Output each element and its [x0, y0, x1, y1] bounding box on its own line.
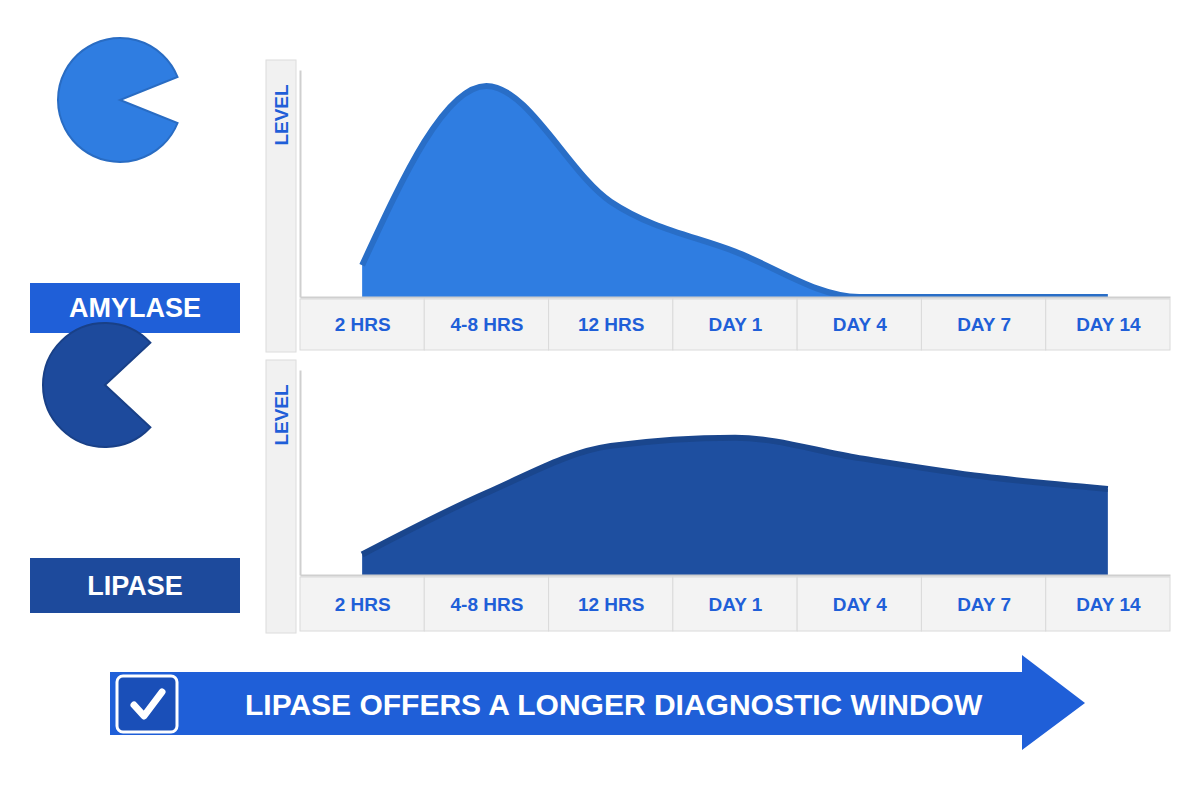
y-axis — [300, 371, 301, 576]
x-tick-label: 2 HRS — [335, 594, 391, 615]
x-axis: 2 HRS 4-8 HRS 12 HRS DAY 1 DAY 4 DAY 7 DAY 14 — [301, 576, 1171, 615]
x-tick: 12 HRS — [578, 314, 645, 335]
axis-plate — [266, 60, 296, 352]
category-box — [549, 577, 673, 631]
category-box — [797, 577, 921, 631]
plot-area — [362, 438, 1108, 575]
x-tick-label: DAY 14 — [1076, 594, 1141, 615]
x-tick: 4-8 HRS — [450, 594, 523, 615]
check-mark — [134, 692, 162, 716]
x-tick-label: DAY 1 — [709, 314, 763, 335]
category-box — [921, 577, 1045, 631]
category-box — [1046, 577, 1170, 631]
category-box — [300, 577, 424, 631]
x-tick: 2 HRS — [335, 594, 391, 615]
category-box — [300, 299, 424, 350]
x-tick: 4-8 HRS — [450, 314, 523, 335]
banner: LIPASE OFFERS A LONGER DIAGNOSTIC WINDOW — [110, 655, 1085, 750]
y-axis-line — [300, 371, 302, 576]
x-tick: DAY 7 — [957, 314, 1011, 335]
chart: LEVEL LIPASE 2 HRS 4-8 HRS 12 HRS DAY 1 DAY 4 D… — [30, 323, 1171, 633]
icon — [58, 38, 178, 162]
y-axis-line — [300, 71, 302, 298]
x-tick-label: DAY 1 — [709, 594, 763, 615]
category-box — [549, 299, 673, 350]
x-tick-label: 12 HRS — [578, 314, 645, 335]
plot-area — [362, 86, 1108, 297]
x-tick-label: 4-8 HRS — [450, 314, 523, 335]
x-tick: DAY 14 — [1076, 594, 1141, 615]
category-box — [673, 577, 797, 631]
legend-box — [30, 283, 240, 333]
area — [362, 438, 1108, 575]
x-tick: DAY 1 — [709, 314, 763, 335]
legend-box — [30, 558, 240, 613]
x-tick: DAY 1 — [709, 594, 763, 615]
x-tick-label: 12 HRS — [578, 594, 645, 615]
area — [362, 86, 1108, 297]
chart: LEVEL AMYLASE 2 HRS 4-8 HRS 12 HRS DAY 1 DAY 4… — [30, 38, 1171, 352]
category-box — [1046, 299, 1170, 350]
icon — [43, 323, 150, 447]
y-axis-title: LEVEL — [271, 384, 292, 446]
x-tick: DAY 4 — [833, 314, 887, 335]
y-axis — [300, 71, 301, 298]
banner-arrow — [110, 655, 1085, 750]
x-axis-line — [301, 575, 1171, 577]
category-box — [921, 299, 1045, 350]
x-tick: DAY 4 — [833, 594, 887, 615]
x-tick-label: 2 HRS — [335, 314, 391, 335]
y-axis-title: LEVEL — [271, 84, 292, 146]
x-tick-label: DAY 7 — [957, 314, 1011, 335]
check-box — [117, 676, 177, 732]
x-axis-line — [301, 297, 1171, 299]
x-tick-label: 4-8 HRS — [450, 594, 523, 615]
x-tick: 12 HRS — [578, 594, 645, 615]
canvas: LEVEL AMYLASE 2 HRS 4-8 HRS 12 HRS DAY 1 DAY 4… — [0, 0, 1200, 800]
category-box — [673, 299, 797, 350]
category-box — [424, 577, 548, 631]
x-axis: 2 HRS 4-8 HRS 12 HRS DAY 1 DAY 4 DAY 7 DAY 14 — [301, 298, 1171, 336]
axis-plate — [266, 360, 296, 633]
x-tick-label: DAY 14 — [1076, 314, 1141, 335]
x-tick: DAY 14 — [1076, 314, 1141, 335]
banner-text: LIPASE OFFERS A LONGER DIAGNOSTIC WINDOW — [245, 688, 983, 721]
x-tick: 2 HRS — [335, 314, 391, 335]
x-tick-label: DAY 4 — [833, 594, 887, 615]
category-box — [797, 299, 921, 350]
line — [362, 438, 1108, 555]
x-tick: DAY 7 — [957, 594, 1011, 615]
line — [362, 86, 1108, 297]
legend-label: LIPASE — [87, 571, 183, 601]
legend-label: AMYLASE — [69, 293, 201, 323]
x-tick-label: DAY 4 — [833, 314, 887, 335]
category-box — [424, 299, 548, 350]
x-tick-label: DAY 7 — [957, 594, 1011, 615]
